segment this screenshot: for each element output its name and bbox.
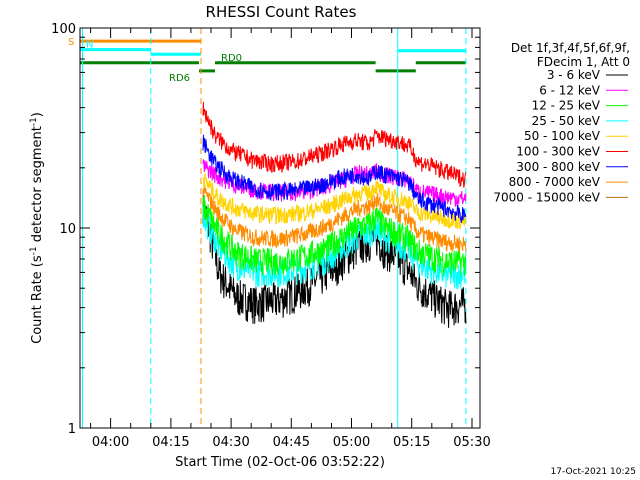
chart-title: RHESSI Count Rates [206, 3, 357, 21]
x-tick-label: 04:30 [212, 435, 249, 450]
legend-label-800-7000-kev: 800 - 7000 keV [509, 175, 601, 189]
x-tick-label: 05:30 [453, 435, 490, 450]
attenuator-label-rd6: RD6 [169, 73, 190, 84]
series-line-3-6-kev [202, 188, 467, 328]
legend-label-7000-15000-kev: 7000 - 15000 keV [493, 190, 600, 204]
y-tick-label: 1 [68, 422, 76, 437]
attenuator-label-n: N [86, 40, 93, 51]
legend-header-line-1: Det 1f,3f,4f,5f,6f,9f, [511, 41, 630, 55]
legend-label-300-800-kev: 300 - 800 keV [516, 160, 600, 174]
series-line-50-100-kev [202, 173, 467, 230]
x-tick-label: 04:45 [273, 435, 310, 450]
x-axis: 04:00 04:15 04:30 04:45 05:00 05:15 05:30 [90, 28, 491, 450]
series-line-300-800-kev [202, 134, 467, 223]
x-axis-label: Start Time (02-Oct-06 03:52:22) [175, 455, 385, 470]
y-tick-label: 100 [51, 22, 76, 37]
legend-label-6-12-kev: 6 - 12 keV [539, 83, 601, 97]
legend: Det 1f,3f,4f,5f,6f,9f, FDecim 1, Att 0 3… [493, 41, 630, 204]
legend-header-line-2: FDecim 1, Att 0 [537, 55, 630, 69]
legend-label-100-300-kev: 100 - 300 keV [516, 145, 600, 159]
legend-label-3-6-kev: 3 - 6 keV [547, 68, 601, 82]
y-axis: 1 10 100 [51, 22, 480, 437]
series-line-100-300-kev [202, 101, 467, 188]
x-tick-label: 04:15 [152, 435, 189, 450]
series-line-25-50-kev [202, 206, 467, 290]
attenuator-label-rd0: RD0 [221, 53, 242, 64]
attenuator-label-s: S [68, 37, 74, 48]
legend-label-12-25-kev: 12 - 25 keV [532, 99, 601, 113]
footer-timestamp: 17-Oct-2021 10:25 [551, 467, 636, 477]
legend-label-25-50-kev: 25 - 50 keV [532, 114, 601, 128]
legend-label-50-100-kev: 50 - 100 keV [524, 129, 601, 143]
plot-area: S N RD6 RD0 [68, 28, 467, 428]
series-line-12-25-kev [202, 195, 467, 277]
y-axis-label: Count Rate (s-1 detector segment-1) [29, 112, 45, 344]
series-line-800-7000-kev [202, 183, 467, 252]
y-tick-label: 10 [59, 222, 76, 237]
x-tick-label: 05:00 [333, 435, 370, 450]
x-tick-label: 05:15 [393, 435, 430, 450]
x-tick-label: 04:00 [92, 435, 129, 450]
